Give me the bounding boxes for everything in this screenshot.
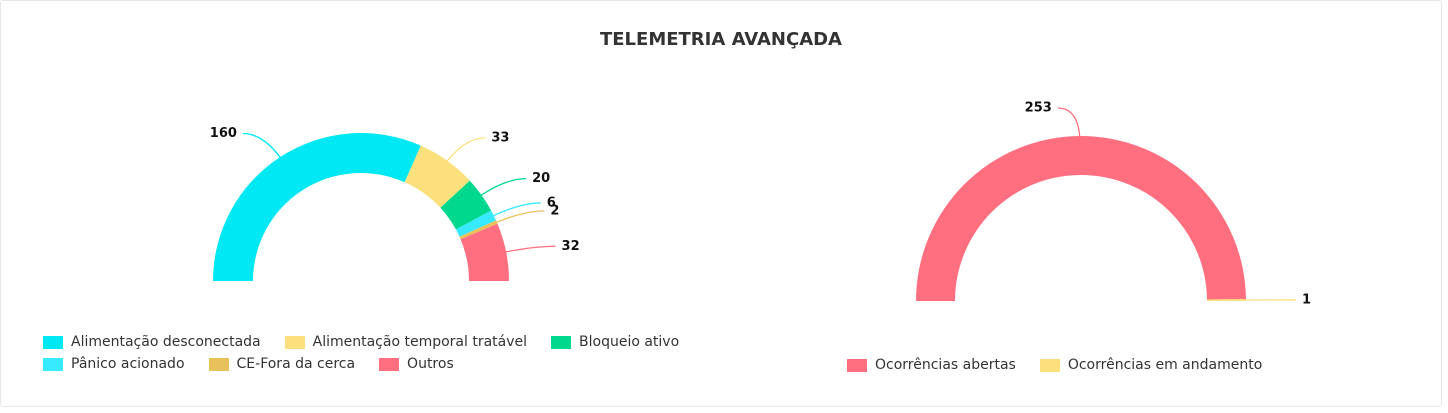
data-label: 20: [532, 171, 550, 186]
legend-item[interactable]: Alimentação desconectada: [43, 334, 261, 350]
slice: [455, 210, 497, 237]
page-title: TELEMETRIA AVANÇADA: [599, 29, 842, 50]
data-label: 160: [210, 126, 237, 141]
leader-line: [474, 177, 527, 201]
legend: Alimentação desconectada Alimentação temp…: [43, 334, 683, 372]
leader-line: [441, 137, 486, 168]
charts: 160 33 20 62 32 253 1: [210, 101, 1311, 308]
slice: [213, 133, 421, 281]
data-label: 32: [562, 239, 580, 254]
legend-label: Bloqueio ativo: [579, 334, 680, 350]
legend-label: Ocorrências em andamento: [1067, 357, 1263, 373]
leader-line: [242, 132, 286, 165]
legend-item[interactable]: Ocorrências em andamento: [1039, 357, 1263, 373]
leader-line: [498, 245, 556, 255]
slice: [1206, 298, 1246, 301]
legend-label: CE-Fora da cerca: [236, 356, 356, 372]
legend-label: Alimentação desconectada: [71, 334, 261, 350]
data-label: 2: [550, 203, 559, 218]
legend: Ocorrências abertas Ocorrências em andame…: [847, 357, 1407, 373]
legend-swatch: [551, 335, 572, 349]
legend-swatch: [284, 335, 305, 349]
leader-line: [486, 202, 541, 220]
slice: [916, 135, 1246, 301]
legend-label: Outros: [407, 356, 454, 372]
legend-label: Pânico acionado: [71, 356, 185, 372]
leader-line: [489, 210, 545, 226]
legend-item[interactable]: Outros: [379, 356, 454, 372]
legend-item[interactable]: Ocorrências abertas: [847, 357, 1016, 373]
data-label: 1: [1302, 292, 1311, 307]
legend-swatch: [43, 335, 63, 349]
legend-swatch: [847, 358, 867, 372]
legend-label: Ocorrências abertas: [875, 357, 1016, 373]
leader-line: [1057, 107, 1081, 145]
legend-item[interactable]: CE-Fora da cerca: [208, 356, 356, 372]
legend-item[interactable]: Alimentação temporal tratável: [284, 334, 528, 350]
legend-swatch: [379, 357, 400, 371]
legend-item[interactable]: Pânico acionado: [43, 356, 185, 372]
slice: [460, 223, 509, 281]
legend-swatch: [208, 357, 229, 371]
legend-item[interactable]: Bloqueio ativo: [551, 334, 679, 350]
data-label: 6: [547, 195, 556, 210]
legend-swatch: [1039, 358, 1060, 372]
data-label: 253: [1025, 101, 1052, 116]
data-label: 33: [491, 130, 509, 145]
legend-swatch: [43, 357, 63, 371]
slice: [404, 145, 470, 208]
legend-label: Alimentação temporal tratável: [312, 334, 528, 350]
slice: [440, 180, 492, 230]
slice: [459, 220, 498, 240]
